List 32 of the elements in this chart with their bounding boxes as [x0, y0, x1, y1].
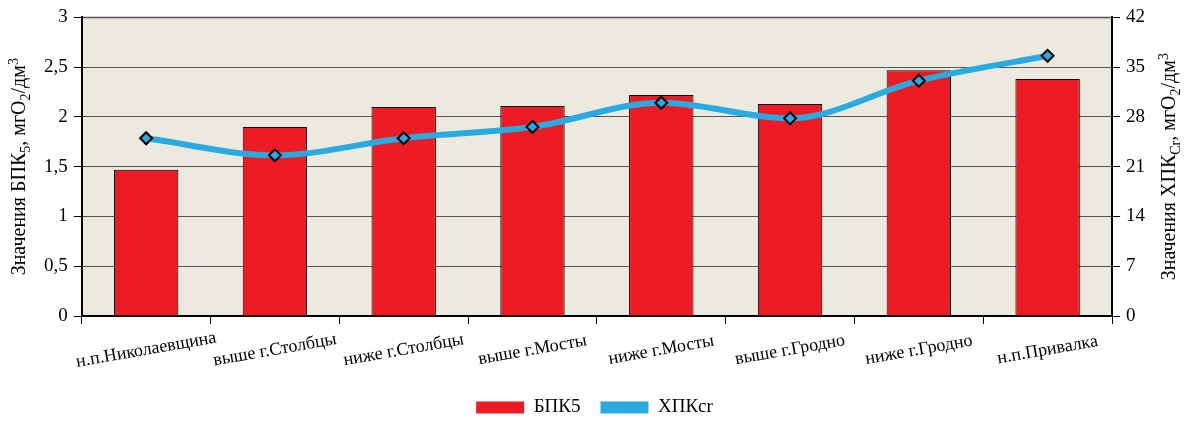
point	[1040, 48, 1055, 63]
y-tick-label: 2	[58, 104, 68, 126]
y2-tick-label: 0	[1126, 303, 1136, 325]
point	[139, 131, 154, 146]
legend-label: ХПКcr	[657, 395, 714, 417]
x-tick-label: н.п.Привалка	[995, 330, 1100, 368]
point	[525, 119, 540, 134]
y-tick-label: 0	[58, 303, 68, 325]
x-tick-label: выше г.Мосты	[476, 329, 589, 369]
y-tick-label: 3	[58, 5, 68, 27]
point	[396, 131, 411, 146]
x-tick-label: выше г.Гродно	[733, 329, 847, 369]
point	[654, 95, 669, 110]
y2-axis-title: Значения ХПКCr, мгO2/дм3	[1155, 53, 1183, 281]
y2-tick-label: 14	[1126, 204, 1146, 226]
y-tick-label: 2,5	[44, 55, 68, 77]
point	[267, 148, 282, 163]
point	[911, 73, 926, 88]
y2-tick-label: 35	[1126, 55, 1145, 77]
point	[783, 111, 798, 126]
y-tick-label: 1,5	[44, 154, 68, 176]
y2-tick-label: 28	[1126, 104, 1145, 126]
legend-label: БПК5	[533, 395, 581, 417]
x-tick-label: ниже г.Гродно	[863, 329, 974, 369]
y-tick-label: 1	[58, 204, 68, 226]
y-axis-title: Значения БПК5, мгO2/дм3	[5, 58, 33, 276]
x-tick-label: ниже г.Столбцы	[341, 328, 466, 370]
y2-tick-label: 7	[1126, 254, 1136, 276]
y-tick-label: 0,5	[44, 254, 68, 276]
x-tick-label: ниже г.Мосты	[606, 329, 716, 368]
y2-tick-label: 21	[1126, 154, 1145, 176]
y2-tick-label: 42	[1126, 5, 1145, 27]
